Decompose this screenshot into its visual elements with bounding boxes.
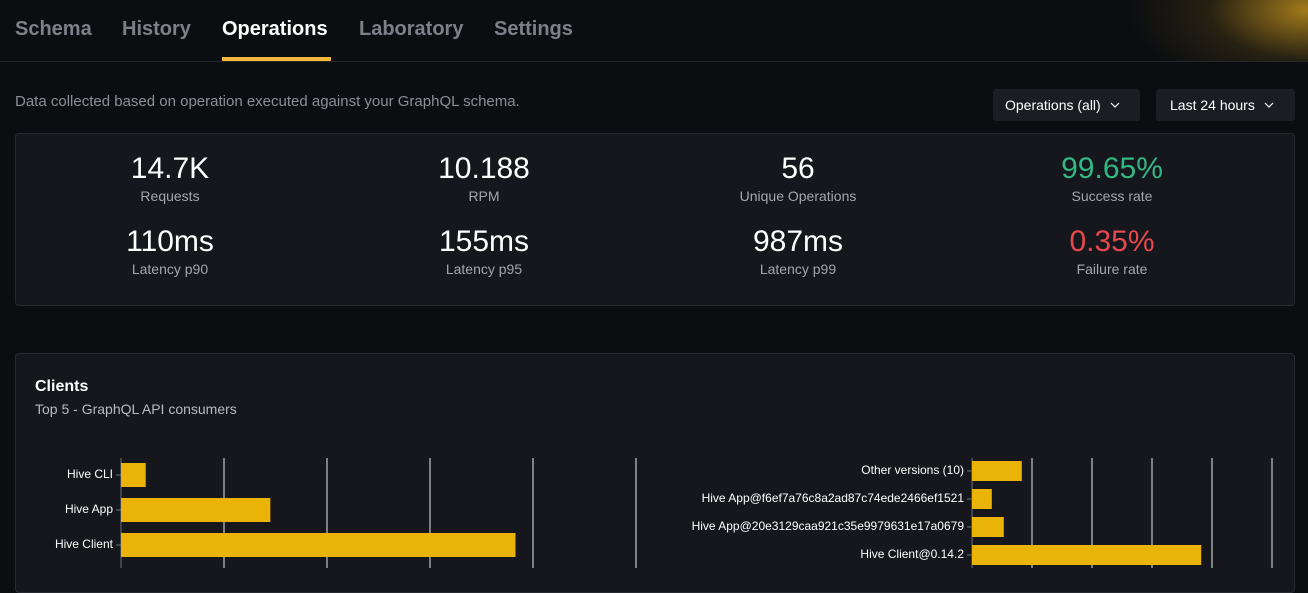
card-title: Clients: [35, 378, 89, 395]
bar: [972, 489, 992, 509]
stat-label: Unique Operations: [739, 188, 857, 204]
filter-label: Last 24 hours: [1170, 97, 1255, 113]
stat-value: 14.7K: [130, 152, 210, 185]
charts: Hive CLI Hive App Hive Client Other version…: [55, 458, 1273, 568]
tab[interactable]: Laboratory: [359, 18, 464, 40]
stat-label: Latency p90: [131, 261, 209, 277]
card-subtitle: Top 5 - GraphQL API consumers: [35, 401, 237, 417]
stat-value: 110ms: [126, 225, 214, 258]
tab[interactable]: Operations: [222, 18, 328, 40]
stat-label: Requests: [140, 188, 200, 204]
period-filter[interactable]: Last 24 hours: [1156, 89, 1295, 121]
bar: [972, 461, 1022, 481]
bar: [121, 463, 146, 487]
stat-value: 155ms: [438, 225, 530, 258]
stat-value: 99.65%: [1061, 152, 1163, 185]
chevron: [1264, 102, 1274, 108]
stat-label: Latency p99: [759, 261, 837, 277]
stat-value: 56: [781, 152, 815, 185]
filter-label: Operations (all): [1005, 97, 1101, 113]
stat-value: 10.188: [438, 152, 530, 185]
stat-value: 0.35%: [1069, 225, 1155, 258]
stat: 155ms Latency p95: [334, 225, 634, 277]
description: Data collected based on operation execut…: [15, 93, 520, 110]
stat: 10.188 RPM: [334, 152, 634, 204]
stat: 99.65% Success rate: [962, 152, 1262, 204]
tab[interactable]: History: [122, 18, 191, 40]
y-tick-label: Other versions (10): [861, 463, 964, 477]
stat-label: Latency p95: [445, 261, 523, 277]
stat: 14.7K Requests: [20, 152, 320, 204]
stats-card: 14.7K Requests 10.188 RPM 56 Unique Operation…: [15, 133, 1295, 306]
y-tick-label: Hive CLI: [67, 467, 113, 481]
bar: [121, 533, 516, 557]
y-tick-label: Hive Client: [55, 537, 114, 551]
stat-label: Failure rate: [1076, 261, 1148, 277]
operations-filter[interactable]: Operations (all): [993, 89, 1140, 121]
stat-label: RPM: [468, 188, 500, 204]
header: Schema History Operations Laboratory Set…: [0, 0, 1308, 62]
y-tick-label: Hive App@20e3129caa921c35e9979631e17a067…: [692, 519, 965, 533]
bar: [972, 545, 1202, 565]
tab[interactable]: Settings: [494, 18, 573, 40]
stat-value: 987ms: [752, 225, 844, 258]
stat: 110ms Latency p90: [20, 225, 320, 277]
y-tick-label: Hive App: [65, 502, 113, 516]
stat: 987ms Latency p99: [648, 225, 948, 277]
stat: 0.35% Failure rate: [962, 225, 1262, 277]
bar: [972, 517, 1004, 537]
chevron: [1110, 102, 1120, 108]
stat-label: Success rate: [1071, 188, 1153, 204]
y-tick-label: Hive App@f6ef7a76c8a2ad87c74ede2466ef152…: [702, 491, 965, 505]
stat: 56 Unique Operations: [648, 152, 948, 204]
active-tab-underline: [222, 57, 331, 61]
bar: [121, 498, 271, 522]
tab[interactable]: Schema: [15, 18, 92, 40]
y-tick-label: Hive Client@0.14.2: [860, 547, 964, 561]
